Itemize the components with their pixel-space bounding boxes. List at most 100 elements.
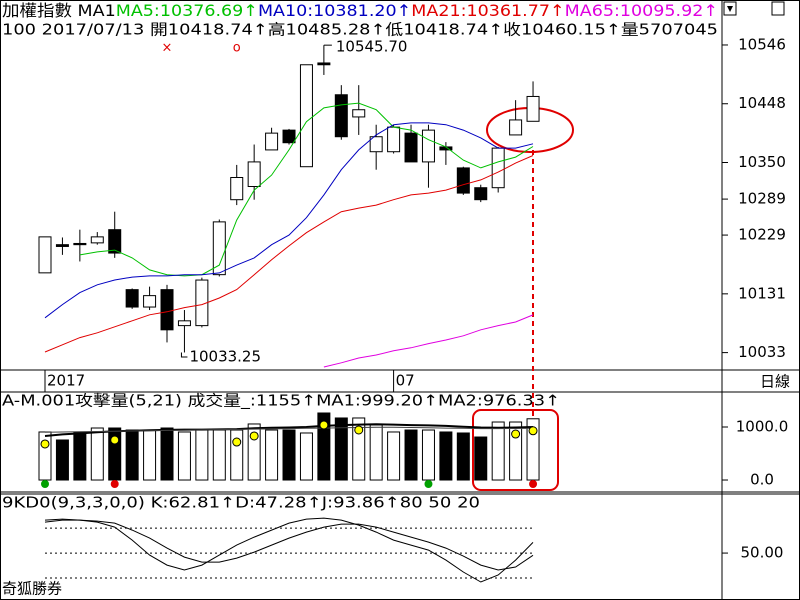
legend-entry: MA10:10381.20↑ <box>258 1 411 20</box>
signal-dot <box>319 420 329 430</box>
candle-body <box>387 126 401 153</box>
candle-body <box>38 236 52 274</box>
y-tick-label: 50.00 <box>741 544 784 562</box>
y-tick-label: 10546 <box>738 35 786 53</box>
y-tick-label: 10033 <box>738 343 786 361</box>
signal-dot <box>528 426 538 436</box>
volume-bar <box>352 417 366 481</box>
quote-info: 100 2017/07/13 開10418.74↑高10485.28↑低1041… <box>2 21 718 39</box>
y-tick-label: 10131 <box>738 284 786 302</box>
candle-body <box>282 129 296 144</box>
candle-body <box>55 244 69 247</box>
volume-bar <box>404 429 418 481</box>
volume-ma-line <box>44 426 534 433</box>
y-tick-label: 10289 <box>738 190 786 208</box>
candle-body <box>404 132 418 163</box>
candle-body <box>212 221 226 276</box>
candle-body <box>526 95 540 122</box>
volume-bar <box>177 431 191 481</box>
candle-body <box>369 136 383 153</box>
candle-body <box>143 295 157 308</box>
candle-body <box>491 147 505 189</box>
signal-dot <box>424 480 433 488</box>
volume-bar <box>456 432 470 481</box>
volume-bar <box>491 421 505 481</box>
candle-body <box>247 161 261 187</box>
signal-dot <box>232 437 242 447</box>
indicator-line <box>44 518 534 571</box>
volume-bar <box>55 439 69 481</box>
y-tick-label: 10350 <box>738 153 786 171</box>
chart-header: 加權指數 MA1 MA5:10376.69↑ MA10:10381.20↑ MA21:… <box>2 1 718 20</box>
candle-body <box>73 242 87 246</box>
signal-marker: × <box>162 41 173 56</box>
signal-dot <box>249 431 259 441</box>
volume-bar <box>195 429 209 481</box>
volume-bar <box>474 436 488 481</box>
low-label: 10033.25 <box>189 348 261 366</box>
y-tick-label: 1000.0 <box>736 417 789 435</box>
candle-body <box>352 109 366 118</box>
volume-bar <box>212 429 226 481</box>
candle-body <box>334 94 348 138</box>
candle-body <box>90 236 104 244</box>
signal-dot <box>40 439 50 449</box>
volume-bar <box>73 431 87 481</box>
volume-bar <box>387 431 401 481</box>
volume-bar <box>125 429 139 481</box>
high-label: 10545.70 <box>336 38 408 56</box>
volume-bar <box>90 427 104 481</box>
signal-dot <box>511 429 521 439</box>
y-tick-label: 10229 <box>738 226 786 244</box>
signal-dot <box>41 480 49 488</box>
candle-body <box>160 289 174 331</box>
y-tick-label: 10448 <box>738 94 786 112</box>
moving-average-line <box>44 122 534 319</box>
candle-body <box>230 177 244 201</box>
signal-marker: o <box>233 41 241 56</box>
highlight-box <box>472 409 559 491</box>
volume-bar <box>334 417 348 481</box>
signal-dot <box>110 435 120 445</box>
volume-bar <box>143 429 157 481</box>
panel-title: 9KD0(9,3,3,0,0) K:62.81↑D:47.28↑J:93.86↑… <box>2 494 480 512</box>
candle-body <box>125 289 139 308</box>
watermark: 奇狐勝券 <box>2 580 62 598</box>
moving-average-line <box>323 314 534 368</box>
candle-body <box>421 129 435 163</box>
legend-entry: MA65:10095.92↑ <box>565 1 718 20</box>
moving-average-line <box>44 155 534 353</box>
candle-body <box>108 229 122 254</box>
period-label: 日線 <box>760 373 790 391</box>
signal-dot <box>529 480 538 488</box>
panel-title: A-M.001攻擊量(5,21) 成交量_:1155↑MA1:999.20↑MA… <box>2 392 560 411</box>
signal-dot <box>110 480 119 488</box>
legend-entry: MA21:10361.77↑ <box>411 1 564 20</box>
volume-bar <box>265 429 279 481</box>
volume-bar <box>38 431 52 481</box>
volume-bar <box>369 424 383 481</box>
legend-entry: MA5:10376.69↑ <box>116 1 258 20</box>
window-button[interactable] <box>771 1 785 16</box>
scroll-icon <box>727 6 733 12</box>
candle-body <box>317 62 331 66</box>
y-tick-label: 0.0 <box>750 471 774 489</box>
candle-body <box>299 64 313 168</box>
candle-body <box>265 132 279 151</box>
x-tick-label: 07 <box>396 372 415 390</box>
moving-average-line <box>79 102 534 277</box>
indicator-line <box>44 517 534 583</box>
volume-bar <box>439 431 453 481</box>
chart-title: 加權指數 MA1 <box>2 1 116 20</box>
candle-body <box>177 320 191 327</box>
volume-bar <box>160 427 174 481</box>
volume-bar <box>317 412 331 481</box>
volume-bar <box>421 429 435 481</box>
volume-bar <box>282 429 296 481</box>
low-leader <box>180 352 188 358</box>
x-tick-label: 2017 <box>47 372 85 390</box>
candle-body <box>456 167 470 194</box>
volume-bar <box>299 432 313 481</box>
signal-dot <box>354 425 364 435</box>
